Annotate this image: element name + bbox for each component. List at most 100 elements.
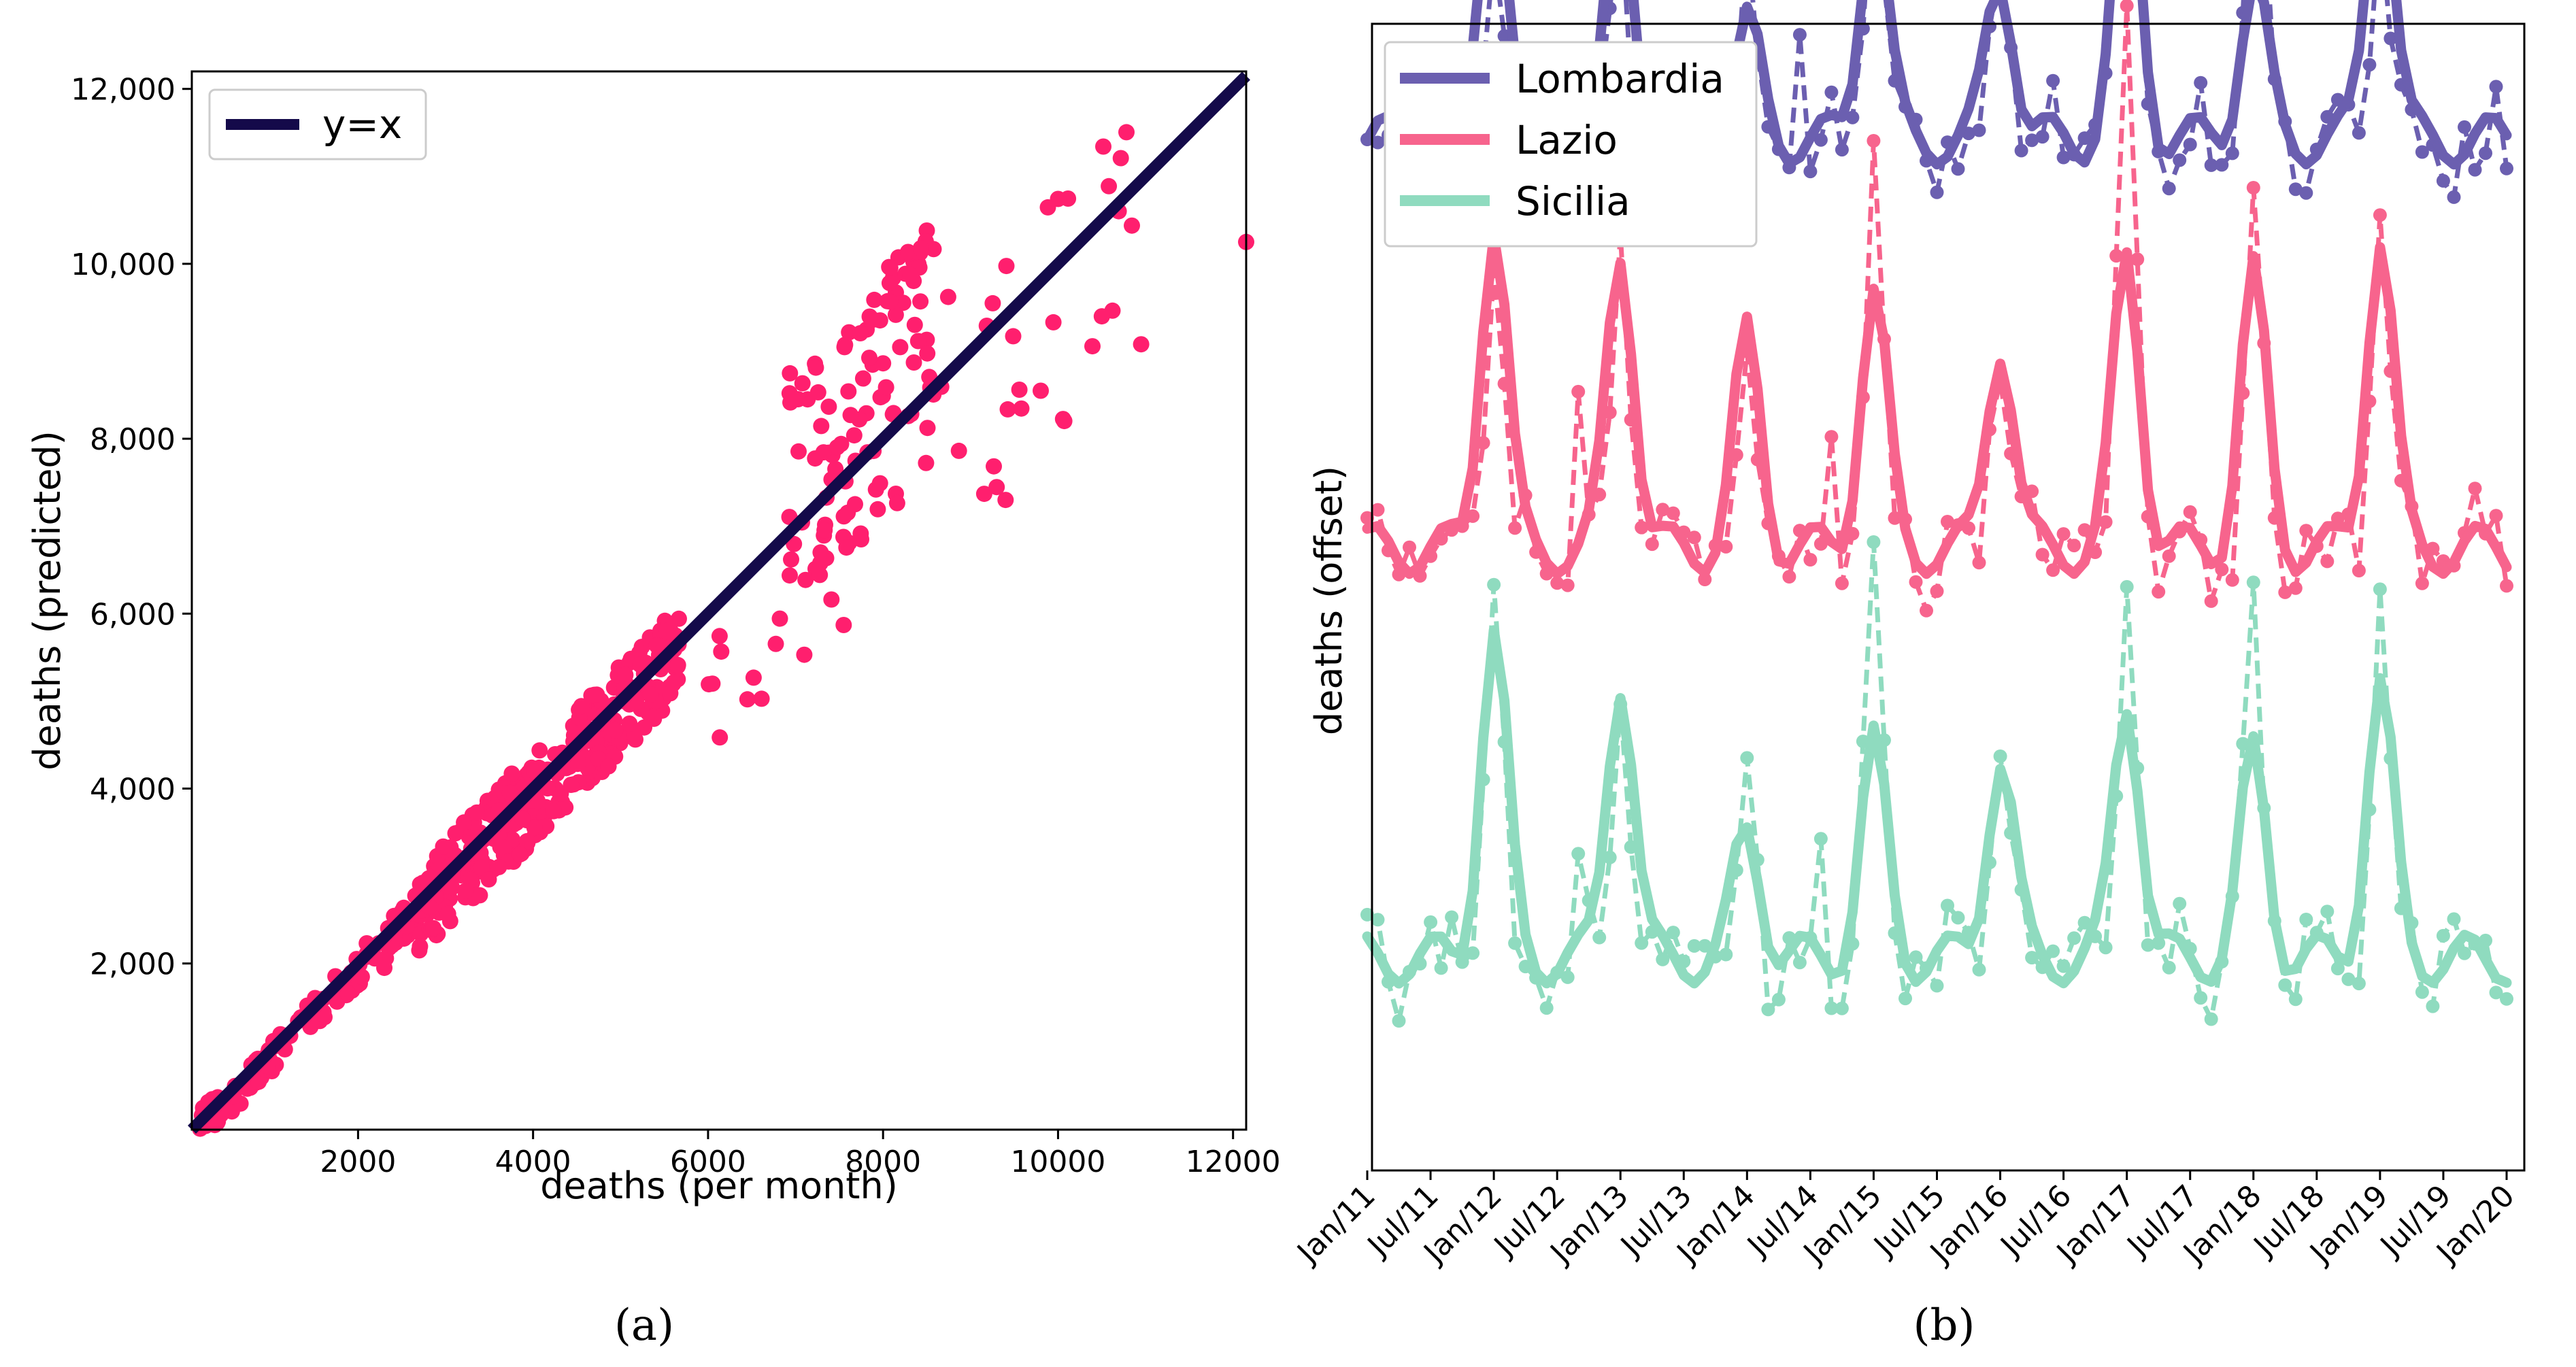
series-point-sicilia <box>2046 944 2060 958</box>
scatter-point <box>794 375 811 392</box>
series-point-lombardia <box>2204 158 2218 172</box>
series-line-sicilia <box>1362 625 2512 989</box>
scatter-point <box>905 354 922 371</box>
series-point-sicilia <box>1835 1001 1849 1015</box>
series-point-lombardia <box>2500 161 2513 175</box>
series-point-sicilia <box>1930 979 1944 993</box>
series-point-lombardia <box>1972 123 1986 137</box>
series-point-lazio <box>1813 537 1828 551</box>
series-point-lazio <box>2225 573 2239 587</box>
series-point-sicilia <box>1771 992 1786 1007</box>
time-series-lines <box>1360 0 2513 1028</box>
legend-box-a <box>208 88 427 161</box>
scatter-point <box>892 339 909 356</box>
scatter-point <box>997 492 1014 509</box>
scatter-point <box>669 656 686 673</box>
scatter-point <box>767 635 784 652</box>
series-point-lazio <box>1371 503 1385 517</box>
scatter-point <box>950 442 967 459</box>
series-point-lombardia <box>2056 150 2071 165</box>
series-point-lazio <box>2246 181 2260 195</box>
scatter-point <box>912 240 929 256</box>
scatter-point <box>881 258 898 275</box>
scatter-points <box>192 124 1254 1137</box>
scatter-point <box>745 669 762 686</box>
series-point-lazio <box>1930 584 1944 598</box>
scatter-point <box>1084 338 1101 355</box>
x-tick-label: 2000 <box>320 1145 396 1179</box>
scatter-point <box>986 458 1002 475</box>
legend-label-lazio: Lazio <box>1516 117 1618 163</box>
series-point-lombardia <box>2077 131 2092 146</box>
series-point-lazio <box>1508 521 1522 535</box>
scatter-point <box>607 722 624 739</box>
scatter-point <box>529 792 546 809</box>
series-point-lombardia <box>2162 182 2176 196</box>
scatter-point <box>877 379 894 396</box>
series-point-lombardia <box>2173 153 2187 167</box>
panel-a-scatter-plot: 2000 4000 6000 8000 10000 12000 2,000 4,000 6,0… <box>26 70 1281 1351</box>
series-point-sicilia <box>2415 985 2429 999</box>
x-tick-label-b: Jan/11 <box>1290 1179 1382 1271</box>
scatter-point <box>846 427 863 444</box>
series-point-sicilia <box>1792 956 1807 970</box>
series-point-lazio <box>2183 505 2197 519</box>
scatter-point <box>815 444 832 461</box>
scatter-point <box>771 610 788 627</box>
series-point-lazio <box>1803 553 1818 567</box>
series-point-sicilia <box>1993 749 2007 763</box>
scatter-point <box>1011 382 1028 398</box>
scatter-point <box>739 691 756 708</box>
series-point-lombardia <box>2436 173 2450 188</box>
scatter-point <box>869 501 886 518</box>
series-point-sicilia <box>1592 930 1607 945</box>
scatter-point <box>480 871 497 888</box>
scatter-point <box>847 496 863 513</box>
scatter-point <box>447 825 464 842</box>
series-point-lombardia <box>2352 126 2366 140</box>
series-point-sicilia <box>2341 972 2356 986</box>
series-point-sicilia <box>1560 970 1575 984</box>
series-point-sicilia <box>1941 898 1954 913</box>
scatter-point <box>411 942 428 959</box>
legend-label-lombardia: Lombardia <box>1516 56 1724 102</box>
scatter-point <box>712 729 729 746</box>
scatter-point <box>642 686 659 703</box>
series-point-lazio <box>2130 252 2145 267</box>
scatter-point <box>339 985 356 1002</box>
series-point-sicilia <box>2500 992 2513 1006</box>
scatter-point <box>621 715 638 732</box>
series-point-lombardia <box>2383 31 2398 46</box>
series-point-lazio <box>2215 562 2229 577</box>
scatter-point <box>888 494 905 511</box>
series-point-lazio <box>2098 515 2113 529</box>
series-point-lazio <box>1888 511 1902 525</box>
series-point-lombardia <box>2014 144 2028 158</box>
series-point-lazio <box>2415 576 2429 590</box>
y-axis-label-a: deaths (predicted) <box>26 431 69 771</box>
series-point-lazio <box>2056 527 2071 541</box>
series-point-lombardia <box>2194 75 2208 90</box>
scatter-point <box>939 288 956 305</box>
series-point-lazio <box>1571 384 1586 399</box>
scatter-point <box>573 698 590 715</box>
scatter-point <box>490 858 507 875</box>
series-point-sicilia <box>1371 913 1385 927</box>
series-point-lombardia <box>2225 146 2239 161</box>
y-tick-label: 6,000 <box>90 597 175 632</box>
scatter-point <box>812 544 829 561</box>
scatter-point <box>998 258 1015 275</box>
series-point-sicilia <box>2436 928 2450 943</box>
series-point-sicilia <box>1951 911 1965 925</box>
scatter-point <box>1033 382 1049 399</box>
series-point-sicilia <box>1508 936 1522 950</box>
x-tick-label: 4000 <box>495 1145 571 1179</box>
scatter-point <box>838 539 855 556</box>
series-point-lazio <box>1782 570 1796 584</box>
x-axis-label-a: deaths (per month) <box>540 1164 898 1207</box>
scatter-point <box>1133 336 1150 353</box>
scatter-point <box>783 551 799 568</box>
scatter-point <box>852 325 869 341</box>
scatter-point <box>906 316 923 333</box>
scatter-point <box>833 435 850 452</box>
